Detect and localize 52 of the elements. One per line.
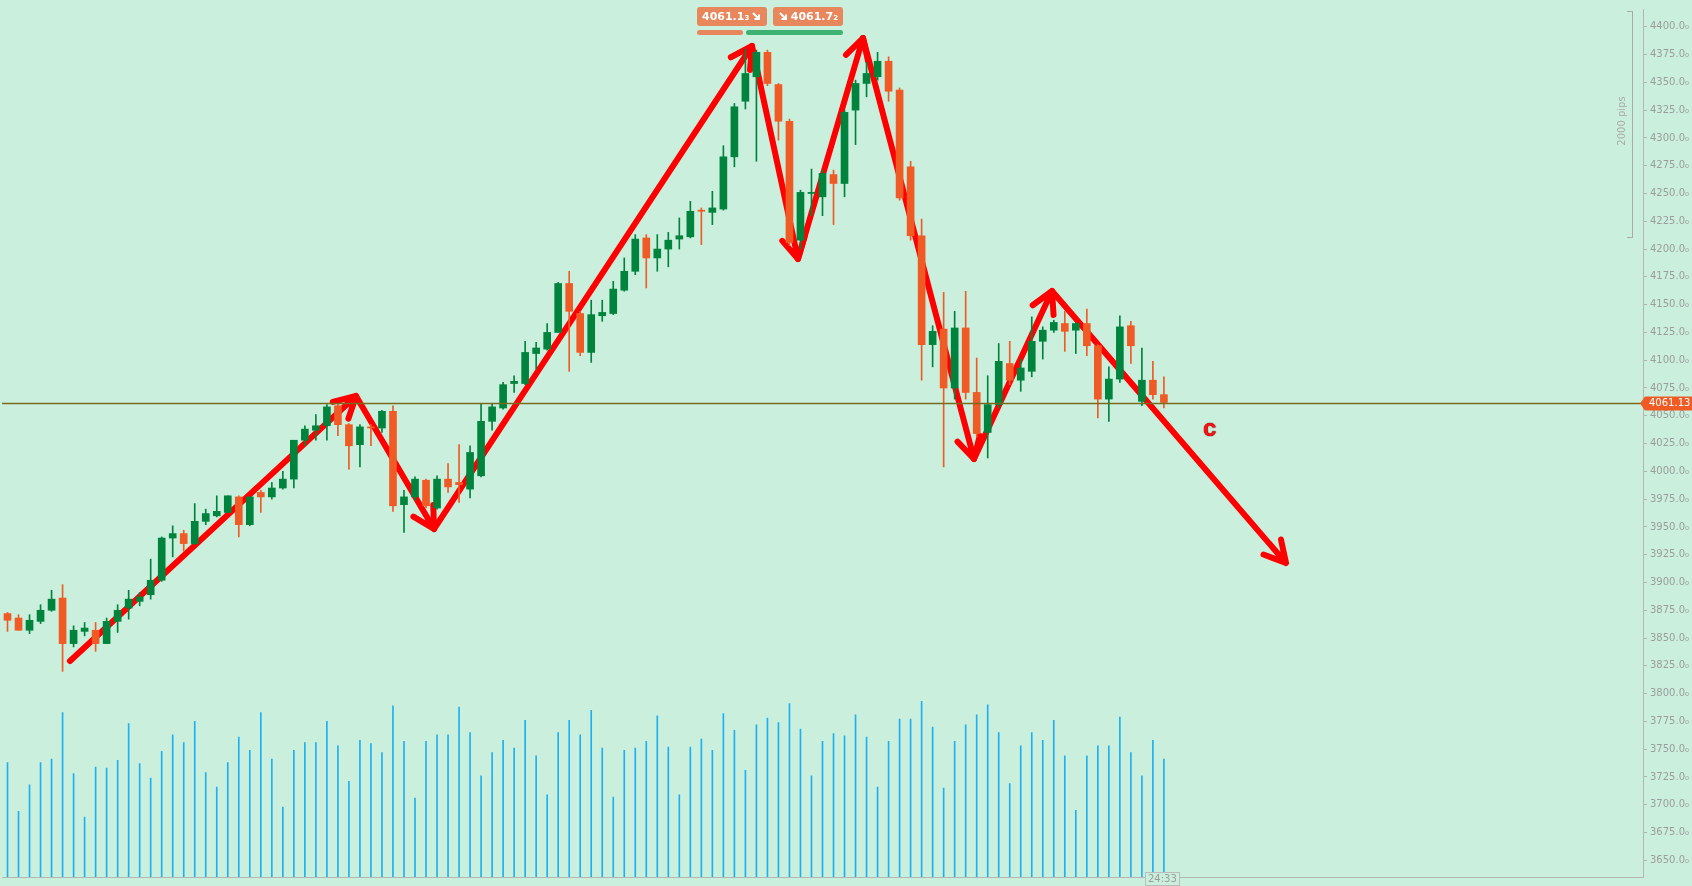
candlestick	[653, 234, 662, 272]
candlestick	[455, 444, 463, 503]
candlestick	[168, 525, 177, 558]
annotation: c	[1203, 414, 1217, 441]
y-tick-label: 3750.0₀	[1650, 742, 1689, 754]
y-tick-label: 4375.0₀	[1650, 48, 1689, 60]
y-tick-label: 3700.0₀	[1650, 798, 1689, 810]
y-tick-label: 4300.0₀	[1650, 131, 1689, 143]
y-tick-label: 4275.0₀	[1650, 159, 1689, 171]
y-tick-label: 3900.0₀	[1650, 576, 1689, 588]
annotation: 24:33	[1145, 872, 1180, 886]
y-tick-label: 3925.0₀	[1650, 548, 1689, 560]
candlestick	[664, 232, 673, 268]
y-tick-label: 3675.0₀	[1650, 826, 1689, 838]
y-tick-label: 4125.0₀	[1650, 326, 1689, 338]
y-tick-label: 3975.0₀	[1650, 492, 1689, 504]
y-tick-label: 4000.0₀	[1650, 464, 1689, 476]
y-tick-label: 3650.0₀	[1650, 853, 1689, 865]
y-tick-label: 4200.0₀	[1650, 242, 1689, 254]
y-tick-label: 4150.0₀	[1650, 298, 1689, 310]
candlestick	[1060, 310, 1069, 352]
candlestick	[675, 217, 684, 250]
y-tick-label: 4075.0₀	[1650, 381, 1689, 393]
y-tick-label: 4350.0₀	[1650, 75, 1689, 87]
candlestick	[598, 299, 607, 322]
candlestick	[400, 489, 408, 533]
y-tick-label: 4250.0₀	[1650, 187, 1689, 199]
y-tick-label: 3950.0₀	[1650, 520, 1689, 532]
candlestick	[532, 342, 540, 370]
y-tick-label: 3800.0₀	[1650, 687, 1689, 699]
y-tick-label: 4050.0₀	[1650, 409, 1689, 421]
ref-line-label: 4061.13	[1649, 397, 1691, 409]
y-tick-label: 4225.0₀	[1650, 214, 1689, 226]
annotation: 2000 pips	[1616, 95, 1628, 148]
candlestick	[312, 414, 320, 441]
candlestick	[1071, 322, 1080, 354]
candlestick	[256, 489, 265, 513]
y-tick-label: 4100.0₀	[1650, 353, 1689, 365]
y-tick-label: 3725.0₀	[1650, 770, 1689, 782]
y-tick-label: 3875.0₀	[1650, 603, 1689, 615]
y-tick-label: 4025.0₀	[1650, 437, 1689, 449]
candlestick	[444, 463, 452, 493]
y-tick-label: 3775.0₀	[1650, 715, 1689, 726]
annotation: 4061.7₂	[790, 10, 838, 23]
candlestick	[510, 375, 518, 393]
y-tick-label: 4400.0₀	[1650, 20, 1689, 32]
annotation: 4061.1₃	[702, 10, 750, 23]
y-tick-label: 3850.0₀	[1650, 631, 1689, 643]
y-tick-label: 3825.0₀	[1650, 659, 1689, 671]
y-tick-label: 4325.0₀	[1650, 103, 1689, 115]
candlestick	[212, 495, 221, 518]
y-tick-label: 4175.0₀	[1650, 270, 1689, 282]
